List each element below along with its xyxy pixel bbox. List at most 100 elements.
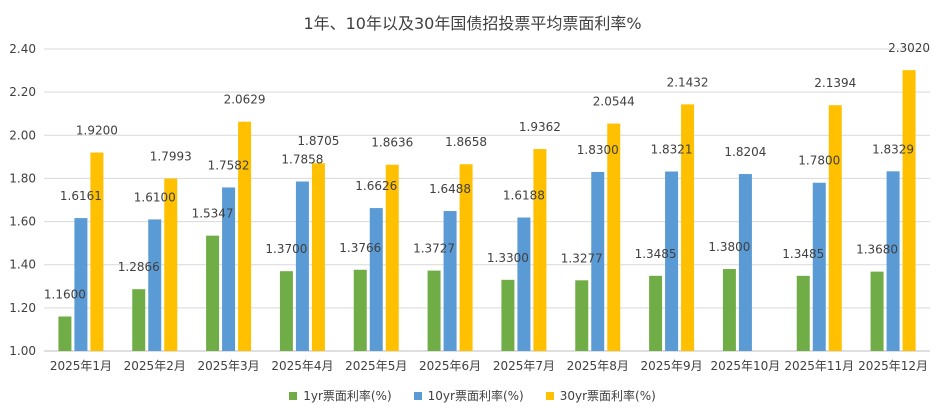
bar — [796, 275, 810, 351]
legend-swatch-10yr — [413, 391, 422, 400]
data-label: 1.3485 — [782, 247, 824, 261]
x-tick-label: 2025年12月 — [858, 359, 928, 373]
data-label: 1.8705 — [297, 134, 339, 148]
bar — [533, 149, 547, 351]
x-tick-label: 2025年4月 — [271, 359, 333, 373]
bar — [812, 182, 826, 351]
data-label: 1.8300 — [577, 143, 619, 157]
data-label: 1.3700 — [265, 242, 307, 256]
bar — [74, 218, 88, 351]
y-tick-label: 1.20 — [9, 301, 36, 315]
bar — [501, 279, 515, 351]
data-label: 1.8321 — [651, 143, 693, 157]
y-tick-label: 2.00 — [9, 128, 36, 142]
data-label: 1.7582 — [208, 158, 250, 172]
data-label: 1.3727 — [413, 242, 455, 256]
y-axis: 1.00 1.20 1.40 1.60 1.80 2.00 2.20 2.40 — [9, 42, 36, 358]
legend: 1yr票面利率(%) 10yr票面利率(%) 30yr票面利率(%) — [0, 387, 945, 404]
x-tick-label: 2025年2月 — [124, 359, 186, 373]
data-label: 1.7858 — [281, 152, 323, 166]
bar — [222, 187, 236, 351]
x-tick-label: 2025年3月 — [197, 359, 259, 373]
data-label: 1.8204 — [724, 145, 766, 159]
legend-label-30yr: 30yr票面利率(%) — [559, 389, 656, 403]
data-label: 1.5347 — [192, 207, 234, 221]
bar — [607, 123, 621, 351]
legend-swatch-1yr — [289, 391, 298, 400]
bar — [279, 271, 293, 351]
data-label: 1.9362 — [519, 120, 561, 134]
x-tick-label: 2025年10月 — [711, 359, 781, 373]
data-label: 1.3485 — [635, 247, 677, 261]
bar — [295, 181, 309, 351]
bar-chart: 1.001.201.401.601.802.002.202.40 1.16001… — [9, 41, 930, 373]
data-label: 1.3277 — [561, 251, 603, 265]
bar — [385, 164, 399, 351]
legend-label-10yr: 10yr票面利率(%) — [427, 389, 524, 403]
data-label: 1.6626 — [355, 179, 397, 193]
data-label: 1.7993 — [150, 150, 192, 164]
x-tick-label: 2025年11月 — [784, 359, 854, 373]
bar — [649, 275, 663, 351]
bar — [90, 152, 104, 351]
bar — [681, 104, 695, 351]
bar — [369, 208, 383, 351]
y-tick-label: 2.20 — [9, 85, 36, 99]
bar — [722, 269, 736, 351]
y-tick-label: 1.60 — [9, 215, 36, 229]
legend-item-1yr: 1yr票面利率(%) — [289, 387, 392, 404]
bar — [902, 70, 916, 351]
data-label: 1.6161 — [60, 189, 102, 203]
data-label: 1.3680 — [856, 243, 898, 257]
bar — [353, 269, 367, 351]
x-tick-label: 2025年5月 — [345, 359, 407, 373]
y-tick-label: 1.40 — [9, 258, 36, 272]
bar — [238, 121, 252, 351]
bar-series — [58, 70, 916, 351]
data-label: 1.6188 — [503, 189, 545, 203]
bar — [443, 211, 457, 351]
data-label: 1.6488 — [429, 182, 471, 196]
data-label: 1.9200 — [76, 124, 118, 138]
data-label: 1.8329 — [872, 142, 914, 156]
x-tick-label: 2025年9月 — [640, 359, 702, 373]
data-label: 2.3020 — [888, 41, 930, 55]
y-tick-label: 1.80 — [9, 171, 36, 185]
bar — [164, 178, 178, 351]
legend-item-10yr: 10yr票面利率(%) — [413, 387, 524, 404]
y-tick-label: 1.00 — [9, 344, 36, 358]
data-label: 1.3300 — [487, 251, 529, 265]
data-labels: 1.1600 1.6161 1.9200 1.2866 1.6100 1.7993 1.53… — [44, 41, 930, 301]
data-label: 1.3800 — [708, 240, 750, 254]
x-tick-label: 2025年6月 — [419, 359, 481, 373]
data-label: 2.0544 — [593, 95, 635, 109]
chart-title: 1年、10年以及30年国债招投票平均票面利率% — [303, 14, 642, 33]
data-label: 1.3766 — [339, 241, 381, 255]
data-label: 1.6100 — [134, 190, 176, 204]
bar — [870, 271, 884, 351]
bar — [517, 217, 531, 351]
bar — [132, 289, 146, 351]
bar — [828, 105, 842, 351]
legend-label-1yr: 1yr票面利率(%) — [303, 389, 392, 403]
y-tick-label: 2.40 — [9, 42, 36, 56]
x-tick-label: 2025年8月 — [567, 359, 629, 373]
bar — [459, 164, 473, 351]
bar — [311, 163, 325, 351]
bar — [427, 270, 441, 351]
data-label: 1.1600 — [44, 287, 86, 301]
bar — [58, 316, 72, 351]
data-label: 1.2866 — [118, 260, 160, 274]
data-label: 1.8658 — [445, 135, 487, 149]
bar — [886, 171, 900, 351]
x-axis: 2025年1月 2025年2月 2025年3月 2025年4月 2025年5月 2025年… — [50, 359, 928, 373]
x-tick-label: 2025年1月 — [50, 359, 112, 373]
bar — [148, 219, 162, 351]
x-tick-label: 2025年7月 — [493, 359, 555, 373]
bar — [738, 174, 752, 351]
data-label: 2.1432 — [667, 75, 709, 89]
data-label: 2.1394 — [814, 76, 856, 90]
bar — [206, 235, 220, 351]
bar — [591, 171, 605, 351]
bar — [665, 171, 679, 351]
